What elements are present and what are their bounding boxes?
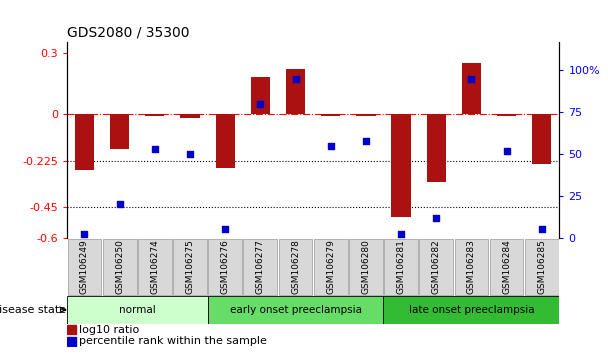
- FancyBboxPatch shape: [243, 239, 277, 295]
- Text: GSM106280: GSM106280: [361, 239, 370, 294]
- Text: GSM106274: GSM106274: [150, 240, 159, 294]
- FancyBboxPatch shape: [384, 239, 418, 295]
- Point: [291, 76, 300, 81]
- Text: GDS2080 / 35300: GDS2080 / 35300: [67, 26, 189, 40]
- Point: [361, 138, 371, 143]
- Bar: [75, 114, 94, 170]
- Point: [185, 151, 195, 157]
- Text: GSM106249: GSM106249: [80, 240, 89, 294]
- Bar: [145, 114, 165, 116]
- FancyBboxPatch shape: [138, 239, 171, 295]
- Bar: [356, 114, 376, 116]
- FancyBboxPatch shape: [278, 239, 313, 295]
- Bar: [67, 337, 76, 346]
- FancyBboxPatch shape: [349, 239, 383, 295]
- Text: GSM106278: GSM106278: [291, 239, 300, 294]
- FancyBboxPatch shape: [314, 239, 348, 295]
- Point: [396, 232, 406, 237]
- Point: [466, 76, 476, 81]
- FancyBboxPatch shape: [420, 239, 453, 295]
- Point: [537, 227, 547, 232]
- FancyBboxPatch shape: [173, 239, 207, 295]
- FancyBboxPatch shape: [209, 239, 242, 295]
- FancyBboxPatch shape: [489, 239, 523, 295]
- Point: [255, 101, 265, 107]
- Text: early onset preeclampsia: early onset preeclampsia: [230, 305, 362, 315]
- Text: GSM106279: GSM106279: [326, 239, 335, 294]
- Bar: [67, 296, 207, 324]
- Text: disease state: disease state: [0, 305, 66, 315]
- Bar: [67, 325, 76, 334]
- Bar: [321, 114, 340, 116]
- Text: GSM106282: GSM106282: [432, 240, 441, 294]
- Text: percentile rank within the sample: percentile rank within the sample: [79, 336, 267, 346]
- Point: [431, 215, 441, 221]
- Text: GSM106250: GSM106250: [115, 239, 124, 294]
- Text: GSM106275: GSM106275: [185, 239, 195, 294]
- Text: GSM106283: GSM106283: [467, 239, 476, 294]
- Text: GSM106276: GSM106276: [221, 239, 230, 294]
- Text: GSM106281: GSM106281: [396, 239, 406, 294]
- Bar: [250, 78, 270, 114]
- Point: [115, 201, 125, 207]
- Bar: [181, 114, 199, 119]
- Text: GSM106284: GSM106284: [502, 240, 511, 294]
- Point: [150, 146, 160, 152]
- Bar: [384, 296, 559, 324]
- Point: [220, 227, 230, 232]
- Text: GSM106285: GSM106285: [537, 239, 546, 294]
- Bar: [286, 69, 305, 114]
- Text: normal: normal: [119, 305, 156, 315]
- Text: log10 ratio: log10 ratio: [79, 325, 139, 335]
- Text: late onset preeclampsia: late onset preeclampsia: [409, 305, 534, 315]
- Point: [502, 148, 511, 154]
- FancyBboxPatch shape: [103, 239, 137, 295]
- Bar: [392, 114, 411, 217]
- FancyBboxPatch shape: [455, 239, 488, 295]
- FancyBboxPatch shape: [525, 239, 559, 295]
- Bar: [427, 114, 446, 182]
- Point: [326, 143, 336, 148]
- Bar: [497, 114, 516, 116]
- Bar: [532, 114, 551, 164]
- Bar: [207, 296, 384, 324]
- Bar: [110, 114, 130, 149]
- Point: [80, 232, 89, 237]
- FancyBboxPatch shape: [67, 239, 102, 295]
- Text: GSM106277: GSM106277: [256, 239, 265, 294]
- Bar: [215, 114, 235, 168]
- Bar: [461, 63, 481, 114]
